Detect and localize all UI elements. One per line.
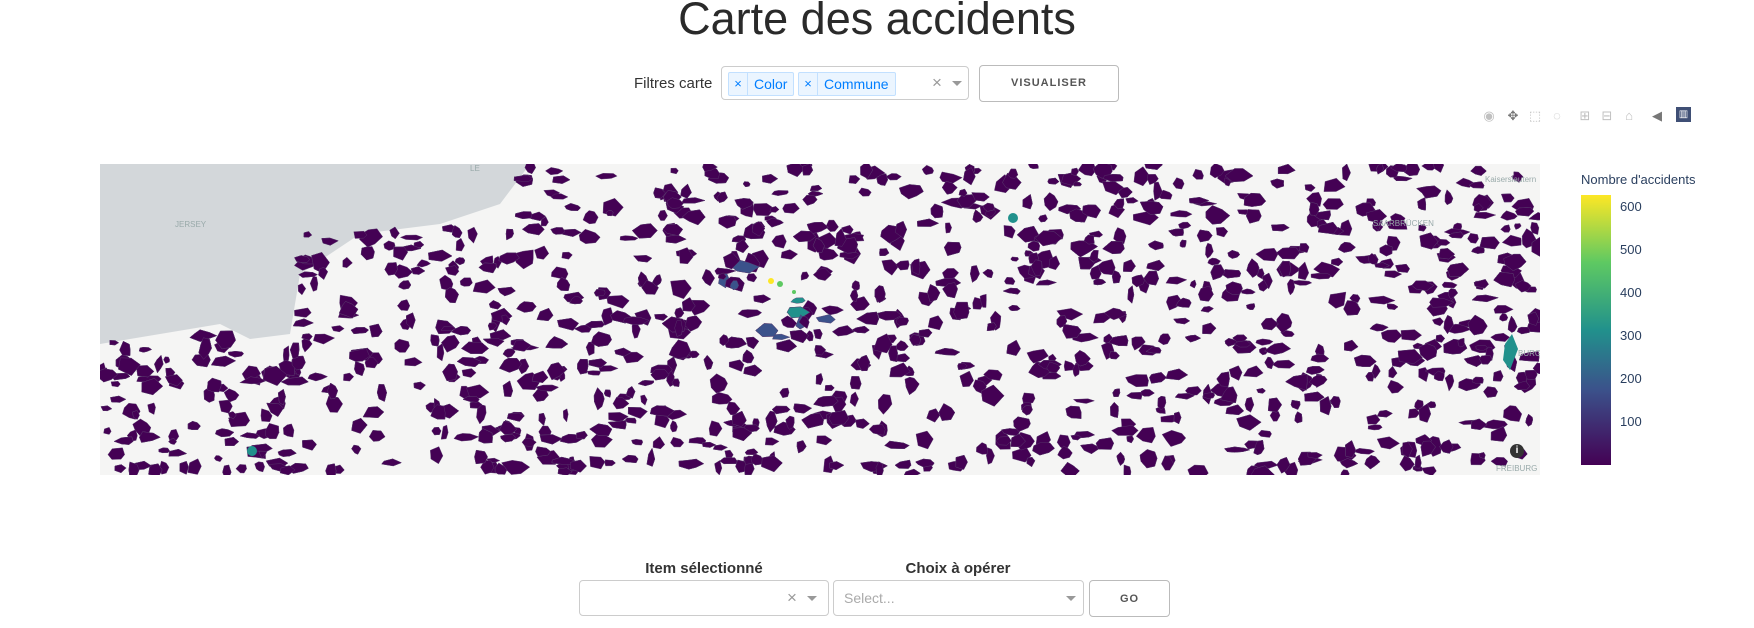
- plotly-logo-icon[interactable]: ▥: [1676, 107, 1691, 122]
- map-label-kaiserslautern: Kaiserslautern: [1485, 175, 1537, 184]
- choropleth-map[interactable]: JERSEY SAARBRÜCKEN Kaiserslautern FREIBU…: [100, 164, 1540, 475]
- clear-item-icon[interactable]: ×: [787, 588, 797, 607]
- go-button[interactable]: GO: [1089, 580, 1170, 617]
- tag-icon[interactable]: ◀: [1652, 108, 1662, 123]
- lasso-icon[interactable]: ◌: [1553, 108, 1561, 123]
- item-selected-dropdown[interactable]: ×: [579, 580, 829, 616]
- camera-icon[interactable]: ◉: [1483, 108, 1495, 123]
- chevron-down-icon[interactable]: [952, 81, 962, 86]
- colorbar-title: Nombre d'accidents: [1581, 172, 1696, 187]
- info-icon[interactable]: i: [1510, 444, 1524, 458]
- colorbar-tick: 300: [1620, 328, 1642, 343]
- box-select-icon[interactable]: ⬚: [1528, 108, 1542, 123]
- map-label-le: LE: [470, 164, 480, 173]
- filter-tag-label: Commune: [824, 76, 889, 92]
- visualize-button[interactable]: VISUALISER: [979, 65, 1119, 102]
- zoom-out-icon[interactable]: ⊟: [1601, 108, 1613, 123]
- chevron-down-icon[interactable]: [807, 596, 817, 601]
- page-title: Carte des accidents: [678, 0, 1076, 44]
- map-canvas[interactable]: [100, 164, 1540, 475]
- map-filter-select[interactable]: × Color × Commune ×: [721, 66, 969, 100]
- choice-label: Choix à opérer: [905, 560, 1011, 577]
- choice-dropdown[interactable]: Select...: [833, 580, 1084, 616]
- clear-filters-icon[interactable]: ×: [932, 73, 942, 92]
- pan-icon[interactable]: ✥: [1507, 108, 1519, 123]
- remove-tag-color-icon[interactable]: ×: [729, 73, 748, 95]
- map-label-burg: BURG: [1518, 349, 1540, 358]
- colorbar-tick: 400: [1620, 285, 1642, 300]
- home-icon[interactable]: ⌂: [1625, 108, 1633, 123]
- colorbar-tick: 200: [1620, 371, 1642, 386]
- filter-tag-color: × Color: [728, 72, 795, 96]
- choice-placeholder: Select...: [844, 590, 895, 606]
- filter-tag-commune: × Commune: [798, 72, 896, 96]
- map-label-freiburg: FREIBURG: [1496, 464, 1538, 473]
- map-label-saarbrucken: SAARBRÜCKEN: [1373, 219, 1434, 228]
- filter-tag-label: Color: [754, 76, 788, 92]
- item-selected-label: Item sélectionné: [645, 560, 763, 577]
- chevron-down-icon[interactable]: [1066, 596, 1076, 601]
- colorbar: [1581, 195, 1611, 465]
- colorbar-tick: 500: [1620, 242, 1642, 257]
- colorbar-tick: 600: [1620, 199, 1642, 214]
- colorbar-tick: 100: [1620, 414, 1642, 429]
- remove-tag-commune-icon[interactable]: ×: [799, 73, 818, 95]
- zoom-in-icon[interactable]: ⊞: [1579, 108, 1591, 123]
- map-label-jersey: JERSEY: [175, 220, 207, 229]
- filter-label: Filtres carte: [634, 75, 713, 92]
